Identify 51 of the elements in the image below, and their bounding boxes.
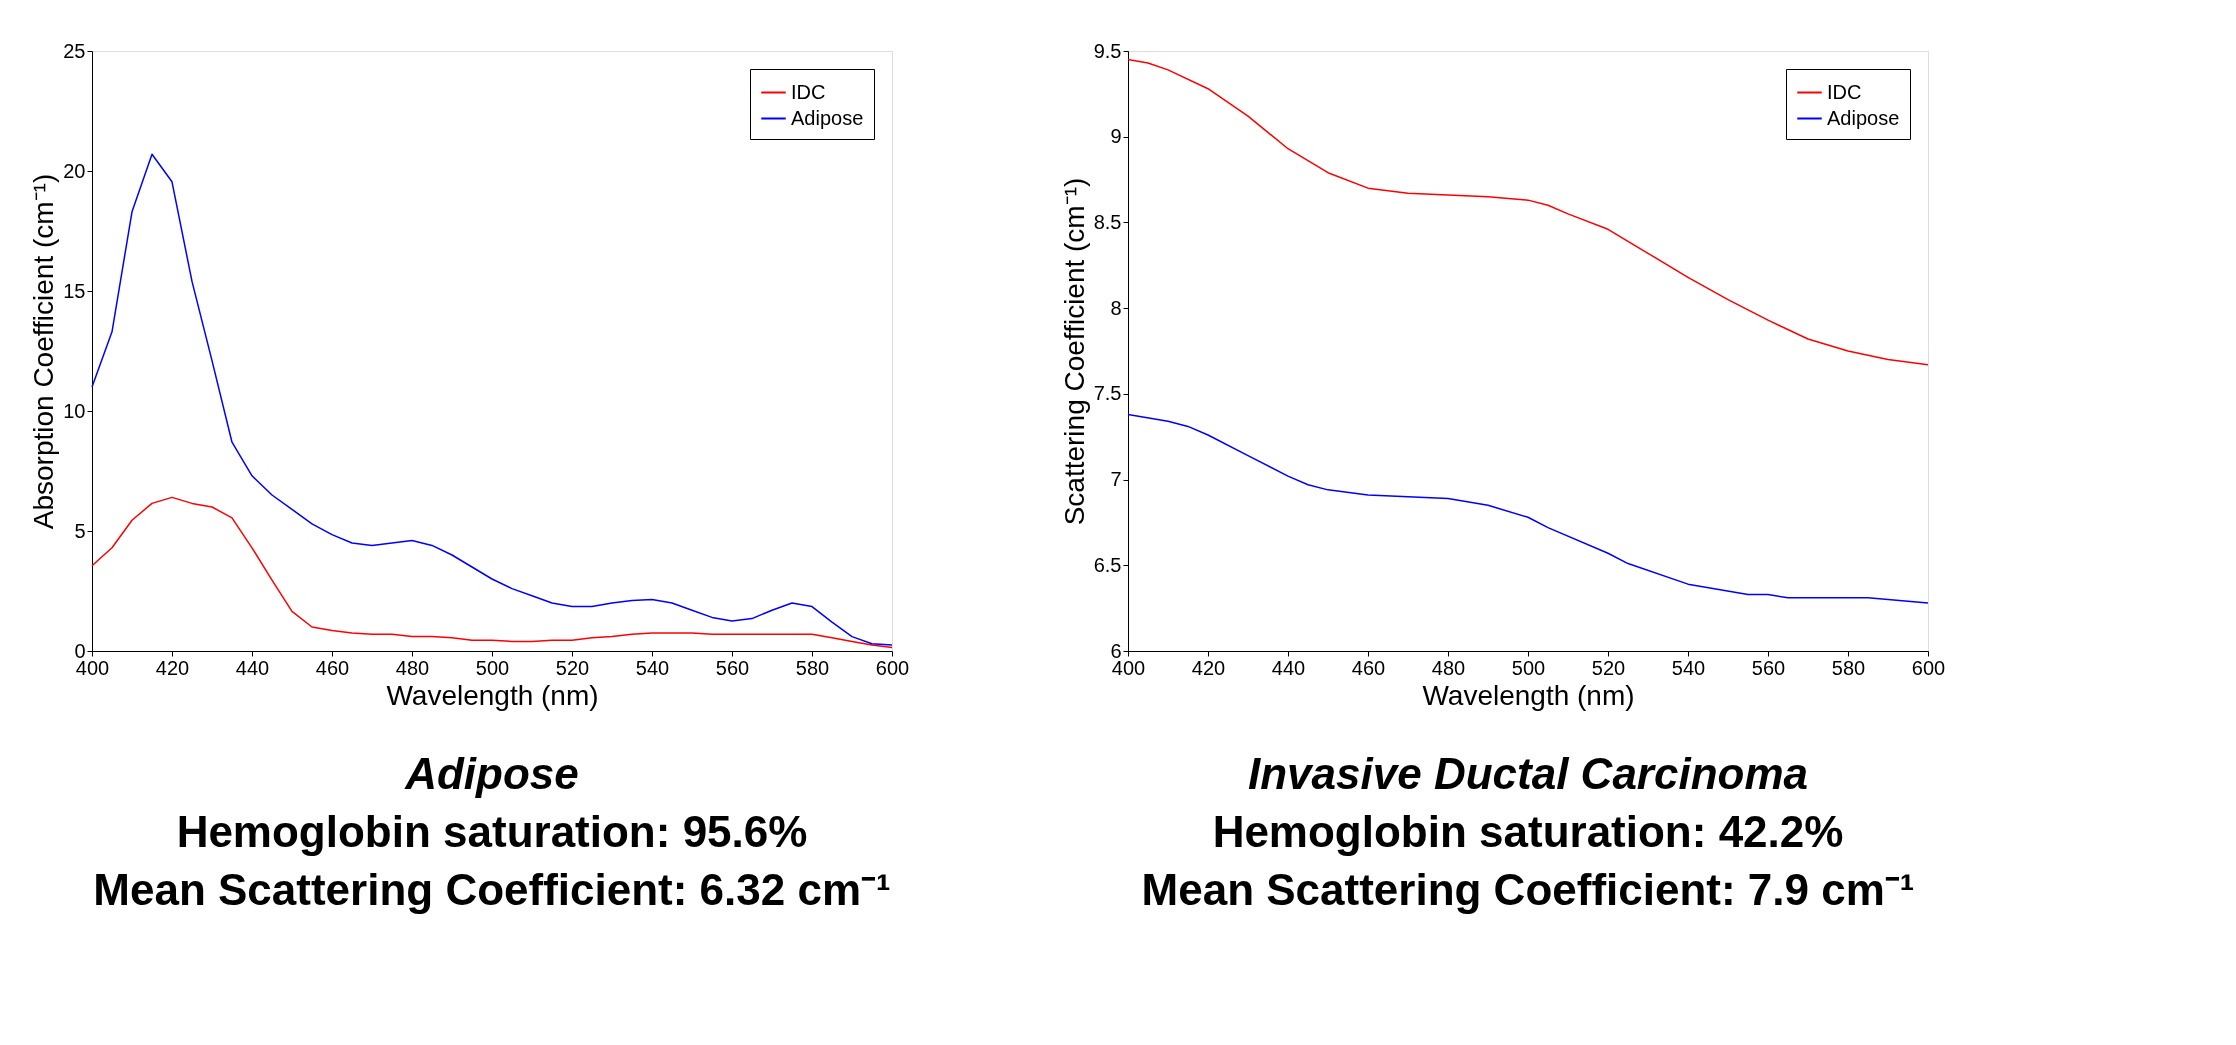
x-tick-label: 500 <box>475 656 510 679</box>
y-tick-label: 9.5 <box>1093 39 1122 62</box>
line-series <box>1127 413 1929 604</box>
x-tick-label: 540 <box>1671 656 1706 679</box>
y-tick-label: 25 <box>63 39 86 62</box>
line-series <box>91 153 893 646</box>
text: Hemoglobin saturation: 95.6% <box>176 807 808 856</box>
x-tick-label: 520 <box>555 656 590 679</box>
x-tick-label: 420 <box>1191 656 1226 679</box>
y-axis-title: Absorption Coefficient (cm⁻¹) <box>28 173 60 530</box>
x-tick-label: 480 <box>395 656 430 679</box>
y-tick-label: 7.5 <box>1093 382 1122 405</box>
y-tick-label: 8.5 <box>1093 210 1122 233</box>
x-tick-label: 460 <box>315 656 350 679</box>
legend-label: Adipose <box>1827 106 1900 129</box>
x-tick-label: 440 <box>1271 656 1306 679</box>
x-tick-label: 600 <box>875 656 910 679</box>
y-axis-title: Scattering Coefficient (cm⁻¹) <box>1058 177 1090 526</box>
x-tick-label: 560 <box>1751 656 1786 679</box>
text: Mean Scattering Coefficient: 6.32 cm⁻¹ <box>93 865 891 914</box>
x-tick-label: 520 <box>1591 656 1626 679</box>
legend-label: IDC <box>1827 80 1862 103</box>
text: Invasive Ductal Carcinoma <box>1247 749 1809 798</box>
line-series <box>1127 58 1929 366</box>
x-tick-label: 560 <box>715 656 750 679</box>
x-tick-label: 600 <box>1911 656 1946 679</box>
text: Hemoglobin saturation: 42.2% <box>1212 807 1844 856</box>
legend-label: Adipose <box>791 106 864 129</box>
y-tick-label: 6 <box>1110 639 1122 662</box>
text: Mean Scattering Coefficient: 7.9 cm⁻¹ <box>1141 865 1915 914</box>
x-tick-label: 460 <box>1351 656 1386 679</box>
y-tick-label: 5 <box>74 519 86 542</box>
text: Adipose <box>404 749 579 798</box>
y-tick-label: 6.5 <box>1093 553 1122 576</box>
y-tick-label: 9 <box>1110 125 1122 148</box>
x-tick-label: 540 <box>635 656 670 679</box>
y-tick-label: 0 <box>74 639 86 662</box>
x-tick-label: 440 <box>235 656 270 679</box>
legend-label: IDC <box>791 80 826 103</box>
x-tick-label: 420 <box>155 656 190 679</box>
x-tick-label: 580 <box>795 656 830 679</box>
x-axis-title: Wavelength (nm) <box>1422 679 1635 711</box>
x-tick-label: 480 <box>1431 656 1466 679</box>
x-tick-label: 580 <box>1831 656 1866 679</box>
y-tick-label: 20 <box>63 159 86 182</box>
x-tick-label: 500 <box>1511 656 1546 679</box>
y-tick-label: 15 <box>63 279 86 302</box>
y-tick-label: 10 <box>63 399 86 422</box>
x-axis-title: Wavelength (nm) <box>386 679 599 711</box>
y-tick-label: 7 <box>1110 468 1122 491</box>
y-tick-label: 8 <box>1110 296 1122 319</box>
